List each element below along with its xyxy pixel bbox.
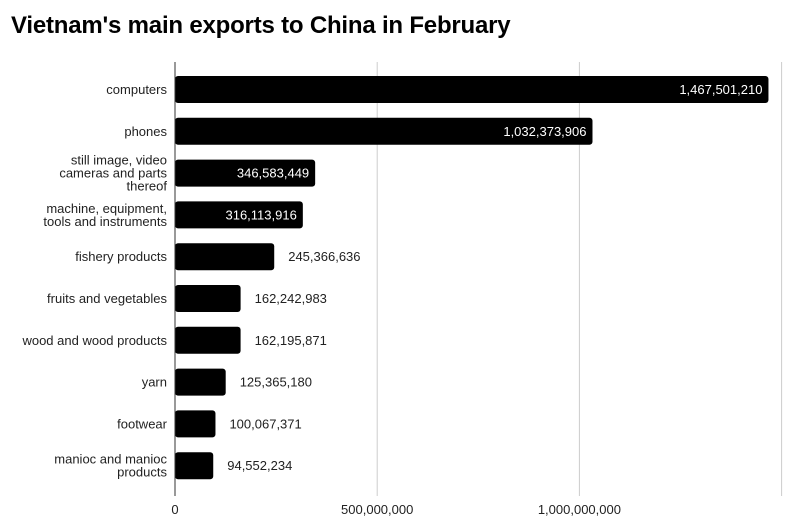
category-label-line: footwear: [117, 416, 168, 431]
category-label-line: cameras and parts: [59, 166, 167, 181]
category-label: footwear: [117, 416, 168, 431]
chart-title: Vietnam's main exports to China in Febru…: [11, 12, 511, 39]
bar: [175, 117, 593, 145]
category-labels: computers phones still image, video cameras…: [21, 82, 167, 480]
bar: [175, 201, 303, 229]
bars: 1,467,501,210 1,032,373,906 346,583,449 316…: [175, 76, 769, 480]
category-label-line: manioc and manioc: [54, 452, 167, 467]
x-tick-label: 500,000,000: [341, 502, 413, 517]
category-label-line: still image, video: [71, 153, 167, 168]
category-label-line: machine, equipment,: [46, 201, 167, 216]
bar: [175, 326, 241, 354]
category-label-line: phones: [124, 124, 167, 139]
data-label: 162,195,871: [255, 333, 327, 348]
bar: [175, 159, 316, 187]
data-label: 1,032,373,906: [503, 124, 586, 139]
data-label: 100,067,371: [229, 416, 301, 431]
category-label: fruits and vegetables: [47, 291, 167, 306]
bar: [175, 410, 216, 438]
data-label: 346,583,449: [237, 166, 309, 181]
category-label-line: yarn: [142, 375, 167, 390]
data-label: 1,467,501,210: [679, 82, 762, 97]
category-label-line: products: [117, 465, 167, 480]
data-label: 94,552,234: [227, 458, 292, 473]
bar: [175, 243, 275, 271]
category-label: phones: [124, 124, 167, 139]
x-tick-label: 0: [171, 502, 178, 517]
bar: [175, 452, 214, 480]
bar: [175, 285, 241, 312]
category-label: yarn: [142, 375, 167, 390]
category-label: computers: [106, 82, 167, 97]
bar: [175, 76, 769, 103]
data-label: 245,366,636: [288, 249, 360, 264]
category-label: wood and wood products: [21, 333, 167, 348]
category-label-line: tools and instruments: [43, 214, 167, 229]
category-label-line: fruits and vegetables: [47, 291, 167, 306]
category-label-line: computers: [106, 82, 167, 97]
x-axis-ticks: 0 500,000,000 1,000,000,000: [171, 502, 621, 517]
category-label-line: thereof: [127, 179, 168, 194]
data-label: 125,365,180: [240, 375, 312, 390]
bar: [175, 368, 226, 396]
category-label: manioc and manioc products: [54, 452, 167, 480]
category-label-line: fishery products: [75, 249, 167, 264]
category-label: machine, equipment, tools and instruments: [43, 201, 167, 229]
data-label: 316,113,916: [225, 207, 296, 222]
category-label: still image, video cameras and parts there…: [59, 153, 167, 194]
x-tick-label: 1,000,000,000: [538, 502, 621, 517]
data-label: 162,242,983: [255, 291, 327, 306]
category-label: fishery products: [75, 249, 167, 264]
category-label-line: wood and wood products: [21, 333, 167, 348]
